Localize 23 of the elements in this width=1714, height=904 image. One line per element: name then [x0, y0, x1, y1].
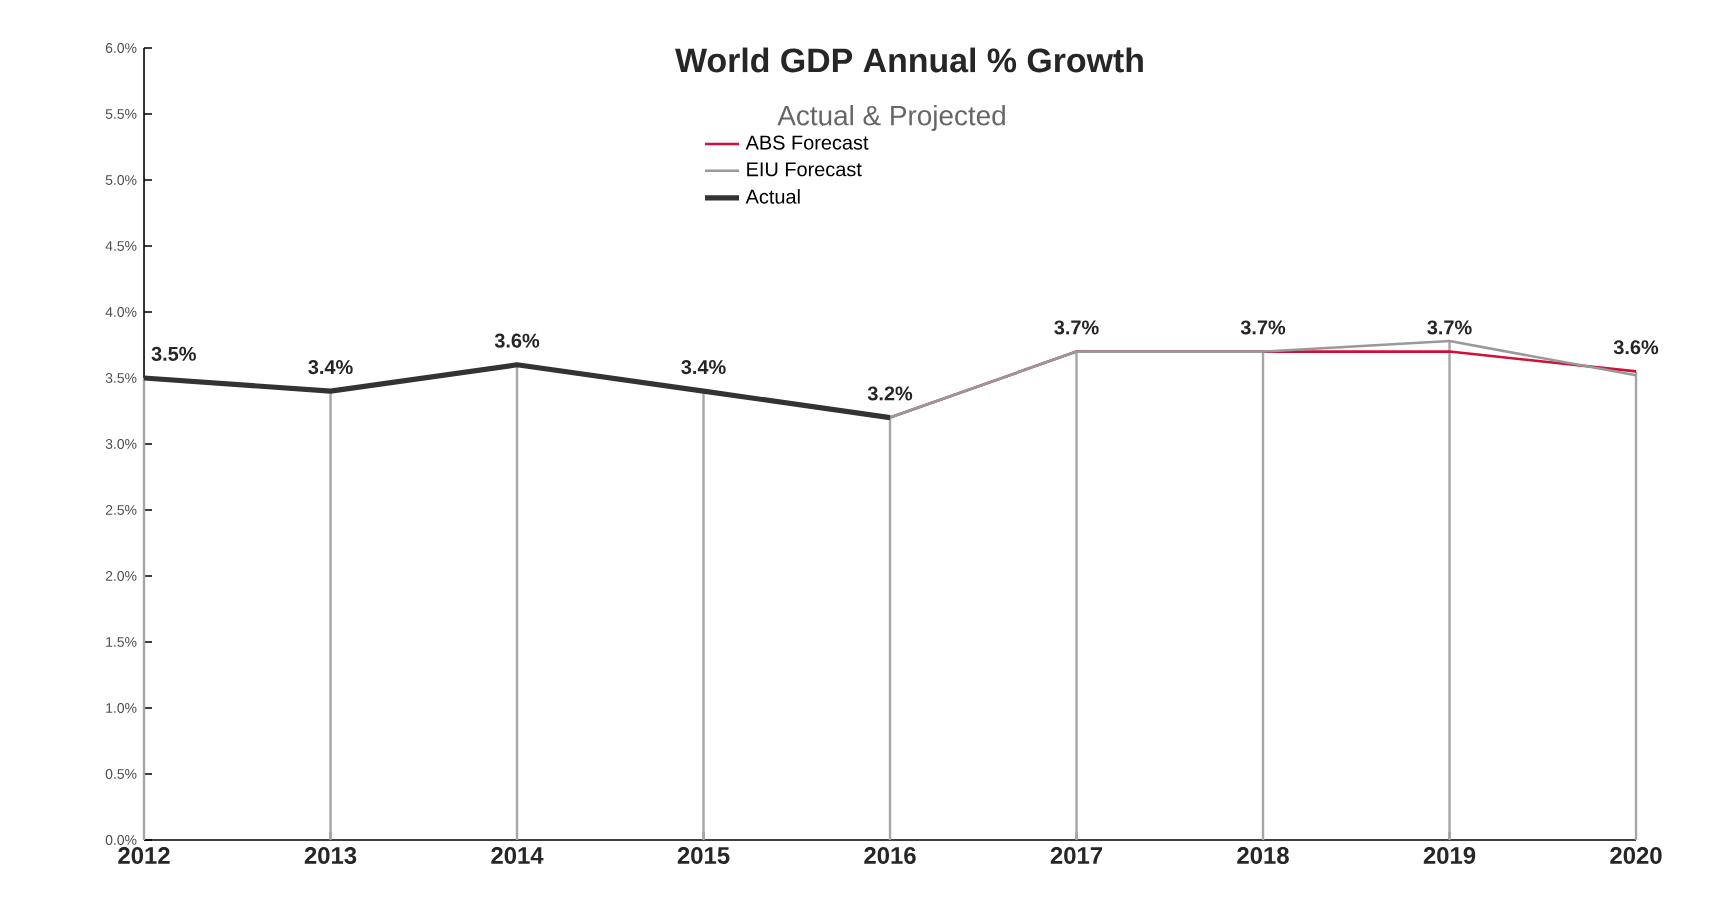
- x-tick-label: 2014: [491, 847, 544, 864]
- x-tick-label: 2017: [1050, 847, 1103, 864]
- x-tick-label: 2016: [864, 847, 916, 864]
- legend-label: EIU Forecast: [747, 162, 862, 177]
- text: Actual & Projected: [777, 104, 1005, 131]
- data-label: 3.5%: [151, 346, 196, 361]
- legend-label: ABS Forecast: [745, 135, 869, 150]
- data-label: 3.4%: [308, 360, 353, 375]
- x-tick-label: 2013: [304, 847, 357, 864]
- x-tick-label: 2019: [1423, 847, 1476, 864]
- chart-title: World GDP Annual % Growth: [675, 47, 1143, 73]
- legend-label: Actual: [745, 189, 800, 204]
- x-tick-label: 2020: [1610, 847, 1662, 864]
- data-label: 3.6%: [1613, 340, 1659, 355]
- x-tick-label: 2012: [118, 847, 170, 864]
- x-tick-label: 2018: [1237, 847, 1289, 864]
- data-label: 3.7%: [1054, 320, 1099, 335]
- data-label: 3.7%: [1427, 320, 1472, 335]
- x-tick-label: 2015: [677, 847, 730, 864]
- data-label: 3.4%: [681, 360, 726, 375]
- data-label: 3.6%: [494, 333, 540, 348]
- data-label: 3.2%: [867, 386, 913, 401]
- data-label: 3.7%: [1240, 320, 1286, 335]
